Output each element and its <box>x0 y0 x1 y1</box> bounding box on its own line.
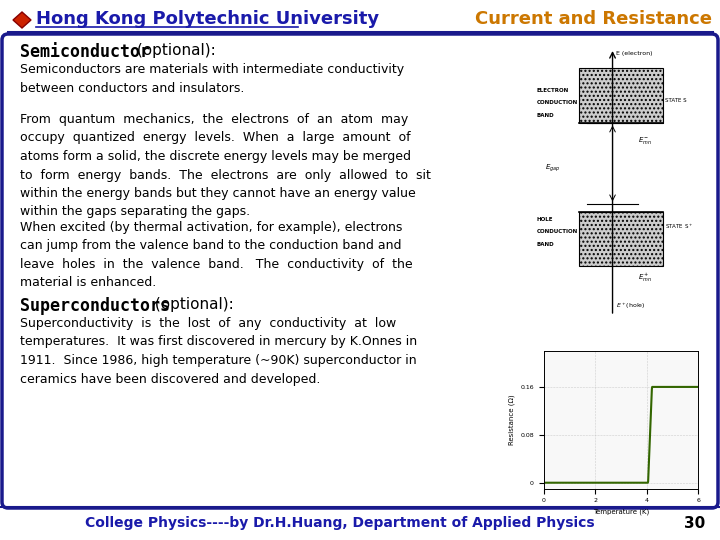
Text: $E^+$(hole): $E^+$(hole) <box>616 301 645 311</box>
FancyBboxPatch shape <box>2 34 718 508</box>
Text: HOLE: HOLE <box>536 217 553 222</box>
Text: Superconductivity  is  the  lost  of  any  conductivity  at  low
temperatures.  : Superconductivity is the lost of any con… <box>20 317 417 386</box>
Text: Superconductors: Superconductors <box>20 297 170 315</box>
Polygon shape <box>13 12 31 28</box>
Text: BAND: BAND <box>536 241 554 247</box>
Text: BAND: BAND <box>536 113 554 118</box>
Text: Hong Kong Polytechnic University: Hong Kong Polytechnic University <box>36 10 379 28</box>
Text: (optional):: (optional): <box>150 297 233 312</box>
Text: When excited (by thermal activation, for example), electrons
can jump from the v: When excited (by thermal activation, for… <box>20 221 413 289</box>
Bar <box>579 212 663 266</box>
X-axis label: Temperature (K): Temperature (K) <box>593 509 649 516</box>
Text: $E^-_{mn}$: $E^-_{mn}$ <box>638 135 652 146</box>
Text: $E^+_{mn}$: $E^+_{mn}$ <box>638 271 652 284</box>
Y-axis label: Resistance (Ω): Resistance (Ω) <box>508 395 515 445</box>
Text: STATE S$^+$: STATE S$^+$ <box>665 222 693 231</box>
Text: Current and Resistance: Current and Resistance <box>475 10 712 28</box>
Text: STATE S: STATE S <box>665 98 687 103</box>
Text: Semiconductor: Semiconductor <box>20 43 150 61</box>
Text: $E_{gap}$: $E_{gap}$ <box>545 162 560 174</box>
Text: Semiconductors are materials with intermediate conductivity
between conductors a: Semiconductors are materials with interm… <box>20 63 404 94</box>
Text: (optional):: (optional): <box>132 43 216 58</box>
Text: College Physics----by Dr.H.Huang, Department of Applied Physics: College Physics----by Dr.H.Huang, Depart… <box>85 516 595 530</box>
Text: ELECTRON: ELECTRON <box>536 88 569 93</box>
Text: CONDUCTION: CONDUCTION <box>536 100 577 105</box>
Text: From  quantum  mechanics,  the  electrons  of  an  atom  may
occupy  quantized  : From quantum mechanics, the electrons of… <box>20 113 431 219</box>
Text: 30: 30 <box>685 516 706 530</box>
Bar <box>579 68 663 123</box>
Text: CONDUCTION: CONDUCTION <box>536 229 577 234</box>
Text: E (electron): E (electron) <box>616 51 652 56</box>
